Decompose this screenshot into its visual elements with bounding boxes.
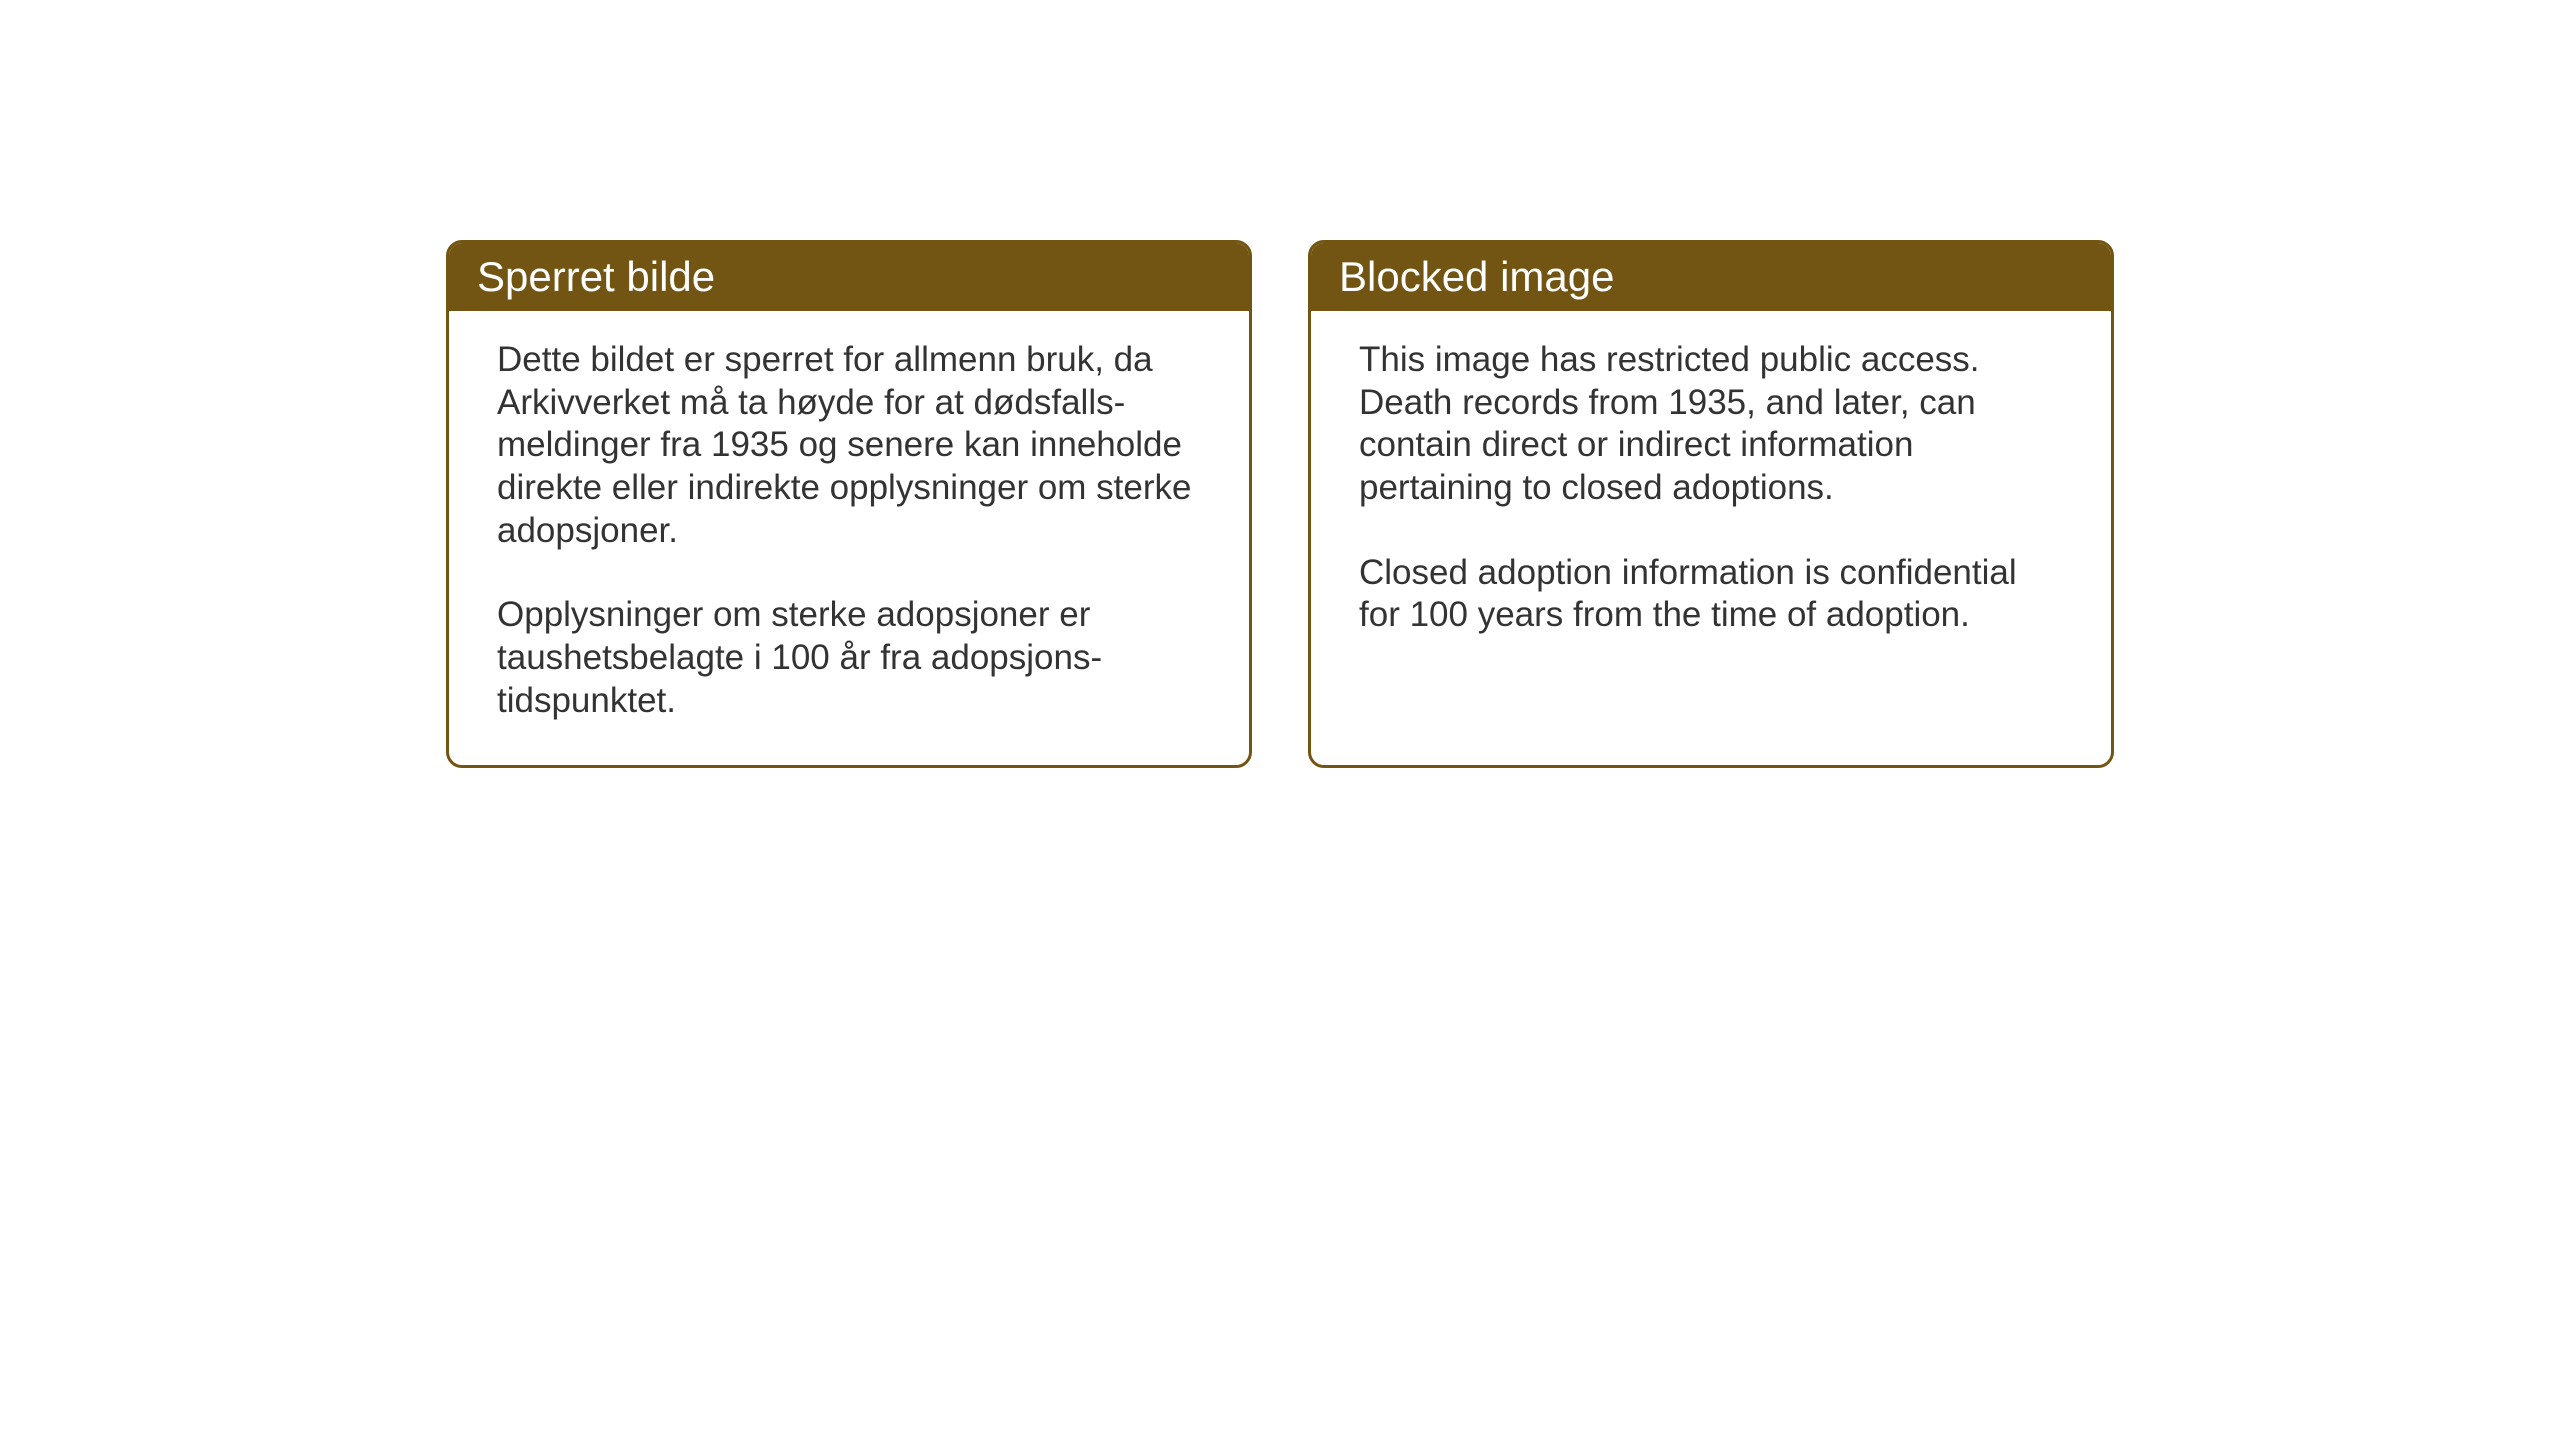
notice-cards-container: Sperret bilde Dette bildet er sperret fo… — [446, 240, 2114, 768]
card-paragraph-english-2: Closed adoption information is confident… — [1359, 552, 2063, 637]
notice-card-english: Blocked image This image has restricted … — [1308, 240, 2114, 768]
card-paragraph-norwegian-2: Opplysninger om sterke adopsjoner er tau… — [497, 594, 1201, 722]
card-paragraph-english-1: This image has restricted public access.… — [1359, 339, 2063, 510]
card-body-english: This image has restricted public access.… — [1311, 311, 2111, 679]
card-header-english: Blocked image — [1311, 243, 2111, 311]
card-title-english: Blocked image — [1339, 253, 1614, 300]
card-body-norwegian: Dette bildet er sperret for allmenn bruk… — [449, 311, 1249, 765]
card-paragraph-norwegian-1: Dette bildet er sperret for allmenn bruk… — [497, 339, 1201, 552]
card-title-norwegian: Sperret bilde — [477, 253, 715, 300]
card-header-norwegian: Sperret bilde — [449, 243, 1249, 311]
notice-card-norwegian: Sperret bilde Dette bildet er sperret fo… — [446, 240, 1252, 768]
